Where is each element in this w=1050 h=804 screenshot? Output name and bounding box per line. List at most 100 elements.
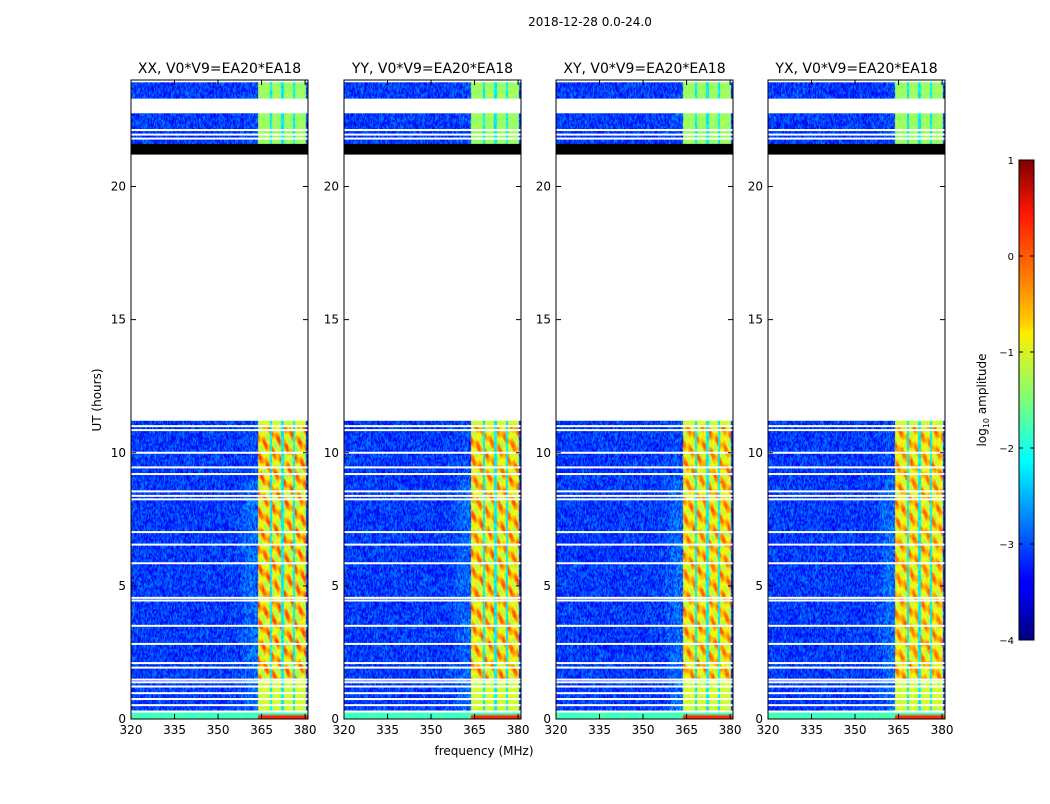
panel-title: XX, V0*V9=EA20*EA18 — [138, 61, 301, 77]
flag-line — [768, 129, 945, 132]
flag-line — [768, 678, 945, 681]
flag-line — [556, 704, 733, 707]
panel-3: XY, V0*V9=EA20*EA18 320 335 350 365 380 0 5 10 15… — [536, 61, 742, 737]
flag-line — [556, 451, 733, 454]
flag-line — [131, 662, 308, 665]
y-tick-label: 0 — [331, 712, 339, 726]
flag-line — [768, 710, 945, 713]
colorbar-tick-label: −3 — [999, 540, 1014, 551]
flag-line — [344, 490, 521, 493]
flag-line — [768, 599, 945, 602]
flag-line — [556, 692, 733, 695]
flag-line — [344, 80, 521, 83]
flag-line — [344, 531, 521, 534]
panel-frame — [130, 79, 309, 720]
flag-line — [344, 473, 521, 476]
flag-line — [768, 666, 945, 669]
x-axis-label: frequency (MHz) — [434, 744, 533, 758]
flag-line — [556, 80, 733, 83]
panel-title: YY, V0*V9=EA20*EA18 — [351, 61, 513, 77]
flag-line — [131, 80, 308, 83]
x-tick-label: 320 — [333, 723, 356, 737]
flag-line — [556, 543, 733, 546]
flag-line — [344, 685, 521, 688]
flag-line — [768, 692, 945, 695]
flag-line — [556, 494, 733, 497]
flag-line — [344, 681, 521, 684]
flag-line — [768, 698, 945, 701]
flag-line — [556, 624, 733, 627]
flag-line — [344, 543, 521, 546]
flag-line — [768, 685, 945, 688]
colorbar-tick-label: 0 — [1008, 252, 1014, 263]
flagged-band — [131, 143, 308, 155]
panels-group: XX, V0*V9=EA20*EA18 320 335 350 365 380 0 5 10 15… — [111, 61, 954, 737]
no-data-band — [344, 154, 521, 421]
flag-line — [556, 685, 733, 688]
y-tick-label: 5 — [118, 579, 126, 593]
flag-line — [768, 425, 945, 428]
y-tick-label: 20 — [324, 180, 339, 194]
y-tick-label: 10 — [324, 446, 339, 460]
y-tick-label: 10 — [111, 446, 126, 460]
flag-line — [344, 678, 521, 681]
flag-line — [556, 129, 733, 132]
flag-line — [556, 562, 733, 565]
flag-line — [131, 490, 308, 493]
flag-line — [344, 466, 521, 469]
x-tick-label: 335 — [800, 723, 823, 737]
flag-line — [768, 704, 945, 707]
flag-line — [344, 666, 521, 669]
flag-line — [131, 678, 308, 681]
panel-title: XY, V0*V9=EA20*EA18 — [563, 61, 725, 77]
flag-line — [131, 129, 308, 132]
flag-line — [768, 473, 945, 476]
flag-line — [131, 599, 308, 602]
flag-line — [768, 662, 945, 665]
flag-line — [768, 498, 945, 501]
colorbar-label-sub: 10 — [982, 418, 991, 428]
no-data-band — [556, 98, 733, 114]
no-data-band — [768, 98, 945, 114]
flag-line — [344, 133, 521, 136]
flag-line — [131, 425, 308, 428]
y-tick-label: 20 — [111, 180, 126, 194]
flag-line — [556, 429, 733, 432]
flag-line — [344, 698, 521, 701]
colorbar-label: log10 amplitude — [975, 354, 991, 447]
flagged-band — [768, 143, 945, 155]
y-tick-label: 15 — [536, 313, 551, 327]
flag-line — [344, 137, 521, 140]
flag-line — [768, 133, 945, 136]
flag-line — [344, 596, 521, 599]
y-tick-label: 5 — [543, 579, 551, 593]
flag-line — [768, 429, 945, 432]
y-tick-label: 15 — [748, 313, 763, 327]
flag-line — [556, 681, 733, 684]
x-tick-label: 335 — [588, 723, 611, 737]
flag-line — [556, 596, 733, 599]
flag-line — [344, 642, 521, 645]
flag-line — [768, 451, 945, 454]
colorbar-tick-label: −2 — [999, 444, 1014, 455]
flag-line — [556, 133, 733, 136]
flag-line — [344, 704, 521, 707]
flag-line — [131, 531, 308, 534]
x-tick-label: 320 — [120, 723, 143, 737]
flag-line — [131, 133, 308, 136]
flag-line — [556, 490, 733, 493]
panel-4: YX, V0*V9=EA20*EA18 320 335 350 365 380 0 5 10 15… — [748, 61, 954, 737]
flag-line — [131, 451, 308, 454]
x-tick-label: 380 — [719, 723, 742, 737]
colorbar-tick-label: −1 — [999, 348, 1014, 359]
flag-line — [768, 137, 945, 140]
flag-line — [131, 429, 308, 432]
flagged-band — [556, 143, 733, 155]
flag-line — [344, 429, 521, 432]
flag-line — [131, 704, 308, 707]
flag-line — [768, 642, 945, 645]
panel-1: XX, V0*V9=EA20*EA18 320 335 350 365 380 0 5 10 15… — [111, 61, 317, 737]
panel-frame — [555, 79, 734, 720]
